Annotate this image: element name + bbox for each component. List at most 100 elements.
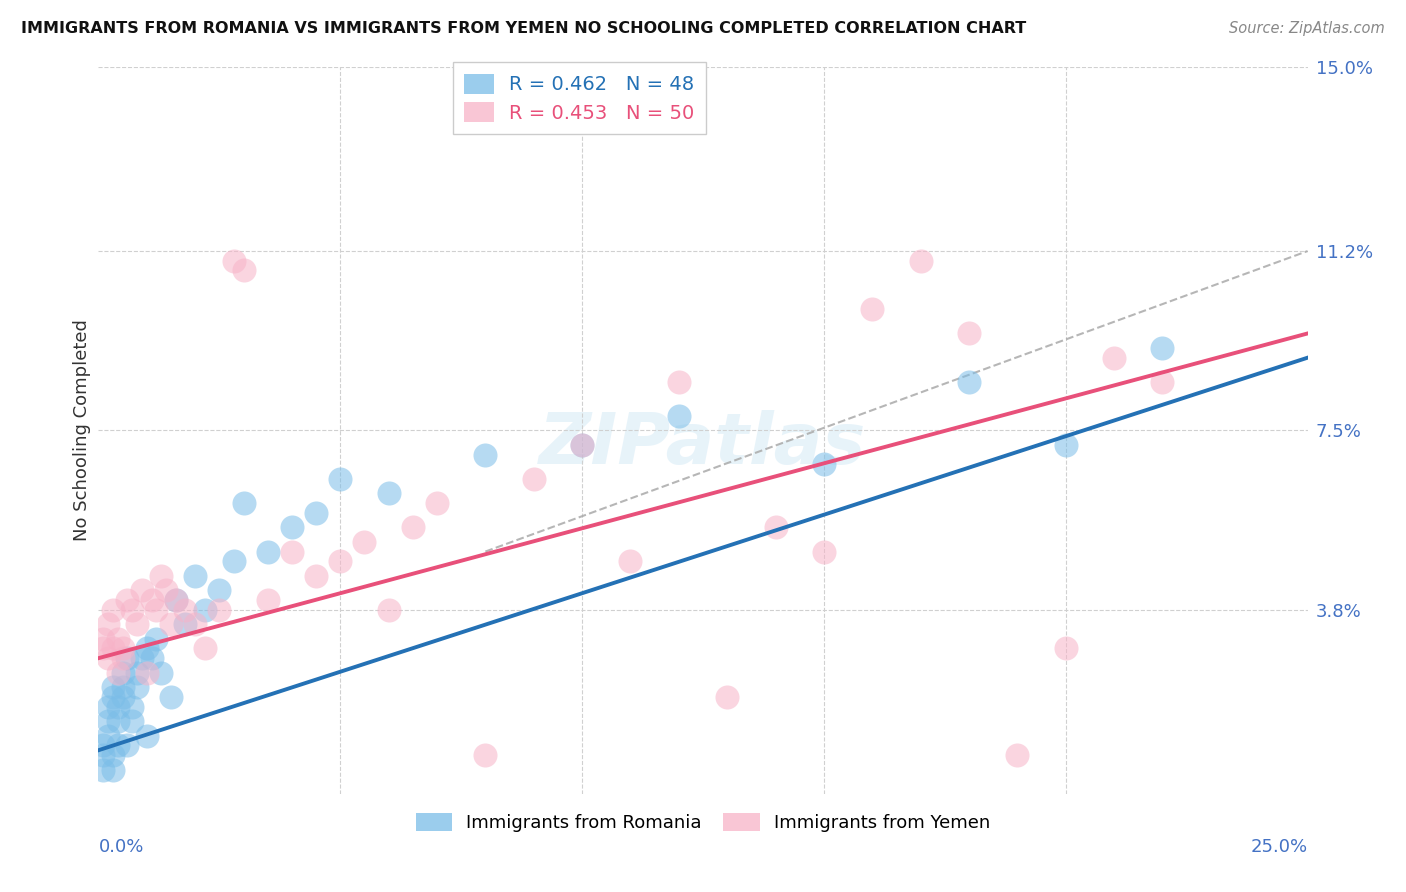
Point	[474, 748, 496, 763]
Point	[111, 690, 134, 704]
Point	[165, 593, 187, 607]
Point	[1152, 341, 1174, 355]
Point	[256, 593, 278, 607]
Point	[135, 665, 157, 680]
Point	[160, 617, 183, 632]
Point	[145, 632, 167, 646]
Point	[155, 583, 177, 598]
Text: IMMIGRANTS FROM ROMANIA VS IMMIGRANTS FROM YEMEN NO SCHOOLING COMPLETED CORRELAT: IMMIGRANTS FROM ROMANIA VS IMMIGRANTS FR…	[21, 21, 1026, 36]
Text: 25.0%: 25.0%	[1250, 838, 1308, 856]
Point	[121, 714, 143, 728]
Point	[377, 603, 399, 617]
Point	[194, 641, 217, 656]
Point	[135, 641, 157, 656]
Point	[91, 632, 114, 646]
Point	[222, 253, 245, 268]
Point	[101, 690, 124, 704]
Point	[1152, 375, 1174, 389]
Point	[353, 534, 375, 549]
Point	[111, 665, 134, 680]
Point	[208, 583, 231, 598]
Point	[619, 554, 641, 568]
Point	[101, 641, 124, 656]
Point	[716, 690, 738, 704]
Point	[131, 583, 153, 598]
Text: Source: ZipAtlas.com: Source: ZipAtlas.com	[1229, 21, 1385, 36]
Point	[107, 699, 129, 714]
Point	[117, 739, 139, 753]
Point	[329, 554, 352, 568]
Point	[474, 448, 496, 462]
Point	[1007, 748, 1029, 763]
Point	[97, 699, 120, 714]
Point	[107, 714, 129, 728]
Point	[1054, 641, 1077, 656]
Point	[377, 486, 399, 500]
Point	[305, 506, 328, 520]
Point	[174, 617, 197, 632]
Point	[91, 641, 114, 656]
Point	[813, 458, 835, 472]
Point	[305, 569, 328, 583]
Point	[160, 690, 183, 704]
Point	[184, 569, 207, 583]
Point	[765, 520, 787, 534]
Point	[402, 520, 425, 534]
Point	[208, 603, 231, 617]
Point	[131, 651, 153, 665]
Point	[150, 569, 173, 583]
Point	[174, 603, 197, 617]
Point	[97, 714, 120, 728]
Point	[957, 375, 980, 389]
Point	[111, 680, 134, 694]
Point	[127, 680, 149, 694]
Point	[101, 763, 124, 777]
Point	[145, 603, 167, 617]
Point	[121, 603, 143, 617]
Point	[281, 544, 304, 558]
Point	[91, 739, 114, 753]
Point	[426, 496, 449, 510]
Point	[127, 665, 149, 680]
Point	[150, 665, 173, 680]
Point	[232, 496, 254, 510]
Point	[668, 409, 690, 423]
Point	[194, 603, 217, 617]
Point	[141, 651, 163, 665]
Y-axis label: No Schooling Completed: No Schooling Completed	[73, 319, 91, 541]
Point	[860, 302, 883, 317]
Point	[1102, 351, 1125, 365]
Point	[184, 617, 207, 632]
Point	[97, 651, 120, 665]
Text: 0.0%: 0.0%	[98, 838, 143, 856]
Point	[97, 729, 120, 743]
Point	[571, 438, 593, 452]
Point	[101, 603, 124, 617]
Point	[135, 729, 157, 743]
Point	[165, 593, 187, 607]
Point	[107, 632, 129, 646]
Point	[256, 544, 278, 558]
Point	[523, 472, 546, 486]
Point	[111, 641, 134, 656]
Point	[107, 739, 129, 753]
Point	[232, 263, 254, 277]
Point	[1054, 438, 1077, 452]
Point	[141, 593, 163, 607]
Point	[117, 651, 139, 665]
Point	[91, 748, 114, 763]
Point	[127, 617, 149, 632]
Point	[107, 665, 129, 680]
Point	[329, 472, 352, 486]
Point	[668, 375, 690, 389]
Point	[571, 438, 593, 452]
Text: ZIPatlas: ZIPatlas	[540, 410, 866, 479]
Point	[121, 699, 143, 714]
Point	[97, 617, 120, 632]
Legend: Immigrants from Romania, Immigrants from Yemen: Immigrants from Romania, Immigrants from…	[409, 805, 997, 839]
Point	[957, 326, 980, 341]
Point	[101, 680, 124, 694]
Point	[281, 520, 304, 534]
Point	[222, 554, 245, 568]
Point	[111, 651, 134, 665]
